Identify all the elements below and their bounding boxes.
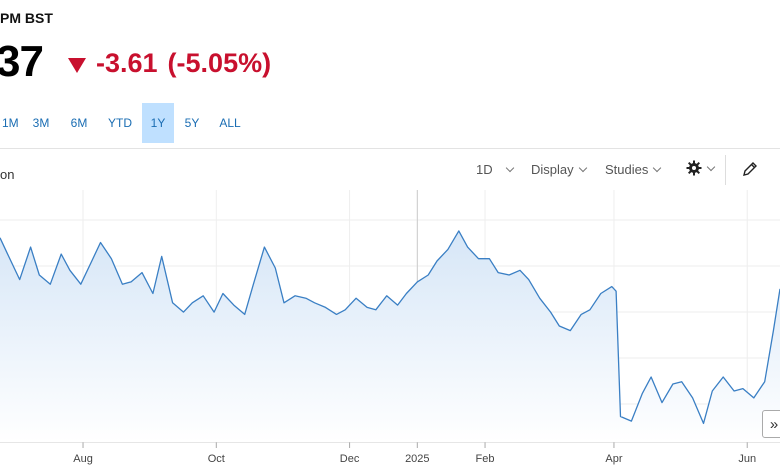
draw-button[interactable] <box>741 160 759 178</box>
chevron-down-icon <box>653 163 662 173</box>
x-tick-label: 2025 <box>405 453 429 465</box>
down-arrow-icon <box>68 57 86 73</box>
x-tick-label: Oct <box>208 453 225 465</box>
range-selector: 1M 3M 6M YTD 1Y 5Y ALL <box>0 103 250 143</box>
last-price: 37 <box>0 37 44 86</box>
range-1m-button[interactable]: 1M <box>2 116 19 130</box>
change-percent: (-5.05%) <box>167 48 272 78</box>
toolbar-separator <box>725 155 726 185</box>
range-all-button[interactable]: ALL <box>219 116 241 130</box>
series-line <box>0 230 780 425</box>
range-1y-button[interactable]: 1Y <box>142 103 174 143</box>
change-value: -3.61 <box>96 48 158 78</box>
studies-label: Studies <box>605 162 649 177</box>
chevron-down-icon <box>578 163 587 173</box>
interval-dropdown[interactable]: 1D <box>476 162 514 177</box>
pencil-icon <box>743 162 757 176</box>
studies-dropdown[interactable]: Studies <box>605 162 662 177</box>
price-change: -3.61 (-5.05%) <box>68 50 271 77</box>
range-5y-button[interactable]: 5Y <box>184 116 200 130</box>
double-chevron-right-icon: » <box>769 415 779 433</box>
range-3m-button[interactable]: 3M <box>32 116 50 130</box>
header-divider <box>0 148 780 149</box>
price-chart[interactable]: Aug Oct Dec 2025 Feb Apr Jun <box>0 190 780 470</box>
range-ytd-button[interactable]: YTD <box>108 116 132 130</box>
display-label: Display <box>531 162 574 177</box>
range-6m-button[interactable]: 6M <box>70 116 88 130</box>
series-area-fill <box>0 230 780 442</box>
x-tick-label: Apr <box>605 453 622 465</box>
x-tick-label: Jun <box>738 453 756 465</box>
x-tick-label: Dec <box>340 453 360 465</box>
chevron-down-icon <box>706 162 716 171</box>
display-dropdown[interactable]: Display <box>531 162 587 177</box>
chart-legend-text: on <box>0 167 15 182</box>
gear-icon <box>686 160 702 176</box>
quote-timestamp: PM BST <box>0 10 53 26</box>
settings-button[interactable] <box>686 160 716 176</box>
interval-label: 1D <box>476 162 493 177</box>
chevron-down-icon <box>505 163 514 173</box>
more-button[interactable]: » <box>762 410 780 438</box>
x-tick-label: Feb <box>476 453 495 465</box>
x-tick-label: Aug <box>73 453 93 465</box>
